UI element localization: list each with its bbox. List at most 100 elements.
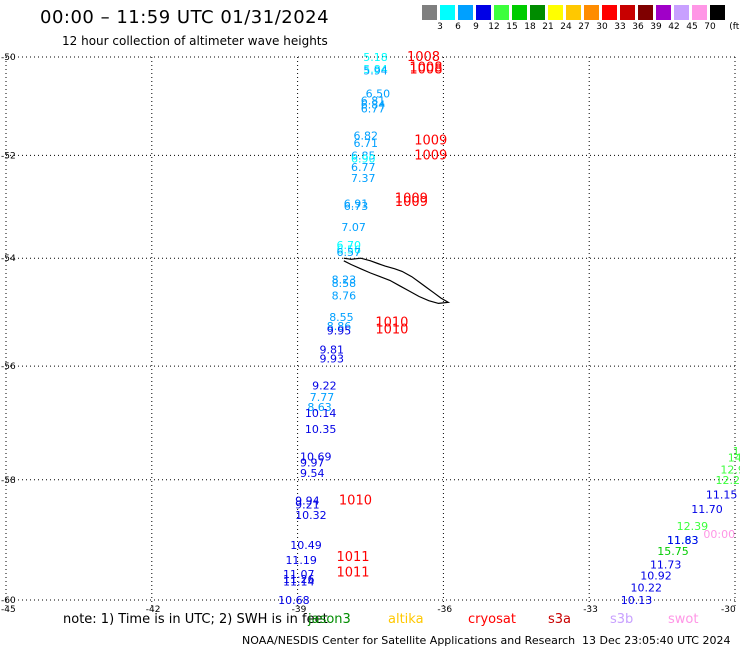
wave-height-label: 6.77 — [351, 161, 376, 174]
wave-height-label: 10.35 — [305, 423, 337, 436]
wave-height-label: 11.26 — [283, 573, 315, 586]
wave-height-label: 6.56 — [336, 243, 361, 256]
wave-height-label: 9.95 — [327, 324, 352, 337]
legend-label: 45 — [686, 22, 698, 32]
wave-height-label: 10.14 — [305, 407, 337, 420]
footer-timestamp: 13 Dec 23:05:40 UTC 2024 — [582, 634, 731, 647]
pressure-label: 1009 — [395, 191, 428, 206]
map-title: 00:00 – 11:59 UTC 01/31/2024 — [40, 7, 330, 28]
legend-swatch — [674, 5, 689, 20]
legend-label: 24 — [560, 22, 572, 32]
wave-height-label: 9.54 — [300, 467, 325, 480]
wave-height-label: 10.49 — [290, 539, 322, 552]
wave-height-label: 10.13 — [621, 594, 653, 607]
south-georgia-coastline — [343, 257, 451, 305]
legend-label: 36 — [632, 22, 644, 32]
legend-swatch — [584, 5, 599, 20]
satellite-jason3: jason3 — [308, 612, 351, 627]
lat-tick-label: -56 — [1, 362, 16, 372]
pressure-label: 1008 — [407, 50, 440, 65]
legend-label: 70 — [704, 22, 716, 32]
legend-label: 42 — [668, 22, 680, 32]
wave-height-label: 11.15 — [706, 488, 738, 501]
wave-height-label: 11.19 — [285, 554, 317, 567]
satellite-altika: altika — [388, 612, 424, 627]
wave-height-label: 7.77 — [310, 391, 335, 404]
pressure-label: 1008 — [409, 63, 442, 78]
wave-height-label: 8.63 — [307, 401, 332, 414]
pressure-label: 1010 — [375, 322, 408, 337]
lon-tick-label: -36 — [437, 605, 452, 615]
legend-label: 3 — [437, 22, 443, 32]
legend-swatch — [692, 5, 707, 20]
wave-height-label: 9.81 — [319, 344, 344, 357]
lon-tick-label: -45 — [1, 605, 16, 615]
wave-height-label: 9.22 — [312, 380, 337, 393]
wave-height-label: 10.32 — [295, 509, 327, 522]
wave-height-label: 6.77 — [361, 103, 386, 116]
wave-height-label: 15.75 — [657, 545, 689, 558]
wave-height-label: 9.93 — [319, 352, 344, 365]
wave-height-label: 11.70 — [691, 503, 723, 516]
pressure-label: 1011 — [336, 565, 369, 580]
legend-label: 6 — [455, 22, 461, 32]
lat-tick-label: -58 — [1, 476, 16, 486]
legend-label: 15 — [506, 22, 518, 32]
wave-height-label: 8.55 — [329, 311, 354, 324]
legend-swatch — [638, 5, 653, 20]
wave-height-label: 10.92 — [640, 569, 672, 582]
wave-height-label: 9.21 — [295, 498, 320, 511]
wave-height-label: 6.57 — [336, 246, 361, 259]
wave-height-label: 11.07 — [283, 568, 315, 581]
legend-label: 30 — [596, 22, 608, 32]
wave-height-label: 6.81 — [361, 95, 386, 108]
legend-swatch — [530, 5, 545, 20]
legend-label: 27 — [578, 22, 590, 32]
legend-label: 39 — [650, 22, 662, 32]
wave-height-label: 8.76 — [332, 289, 357, 302]
wave-height-label: 5.94 — [363, 65, 388, 78]
map-subtitle: 12 hour collection of altimeter wave hei… — [62, 34, 328, 48]
legend-swatch — [476, 5, 491, 20]
legend-swatch — [440, 5, 455, 20]
wave-height-label: 10.68 — [278, 594, 310, 607]
pressure-label: 1008 — [409, 61, 442, 76]
satellite-s3a: s3a — [548, 612, 572, 627]
wave-height-label: 6.71 — [353, 137, 378, 150]
satellite-cryosat: cryosat — [468, 612, 516, 627]
legend-swatch — [620, 5, 635, 20]
legend-label: 33 — [614, 22, 626, 32]
satellite-swot: swot — [668, 612, 699, 627]
legend-label: 12 — [488, 22, 500, 32]
wave-height-label: 11.14 — [283, 576, 315, 589]
wave-height-label: 8.58 — [332, 277, 357, 290]
legend-swatch — [710, 5, 725, 20]
legend-label: 9 — [473, 22, 479, 32]
lat-tick-label: -60 — [1, 596, 16, 606]
wave-height-label: 11.83 — [667, 534, 699, 547]
lon-tick-label: -30 — [721, 605, 736, 615]
wave-height-label: 7.37 — [351, 172, 376, 185]
lon-tick-label: -42 — [146, 605, 161, 615]
wave-height-label: 6.70 — [336, 239, 361, 252]
wave-height-label: 15 — [733, 445, 740, 458]
wave-height-label: 6.50 — [366, 87, 391, 100]
wave-height-label: 6.91 — [344, 198, 369, 211]
wave-height-label: 12.92 — [720, 463, 740, 476]
legend-swatch — [602, 5, 617, 20]
wave-height-label: 11.63 — [667, 534, 699, 547]
pressure-label: 1011 — [336, 550, 369, 565]
pressure-label: 1009 — [395, 195, 428, 210]
wave-height-label: 6.73 — [344, 200, 369, 213]
wave-height-label: 6.85 — [351, 149, 376, 162]
note-text: note: 1) Time is in UTC; 2) SWH is in fe… — [63, 612, 328, 627]
lat-tick-label: -52 — [1, 151, 16, 161]
wave-height-label: 8.23 — [332, 273, 357, 286]
lat-tick-label: -50 — [1, 53, 16, 63]
wave-height-label: 5.84 — [363, 63, 388, 76]
legend-swatch — [512, 5, 527, 20]
pressure-label: 1010 — [339, 493, 372, 508]
wave-height-label: 11.73 — [650, 558, 682, 571]
wave-height-label: 14. — [728, 452, 740, 465]
wave-height-label: 6.90 — [351, 152, 376, 165]
